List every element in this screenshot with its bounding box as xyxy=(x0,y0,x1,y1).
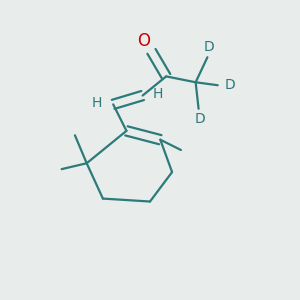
Text: D: D xyxy=(195,112,206,126)
Text: O: O xyxy=(138,32,151,50)
Text: H: H xyxy=(92,96,102,110)
Text: D: D xyxy=(224,78,235,92)
Text: H: H xyxy=(153,87,163,101)
Text: D: D xyxy=(203,40,214,54)
